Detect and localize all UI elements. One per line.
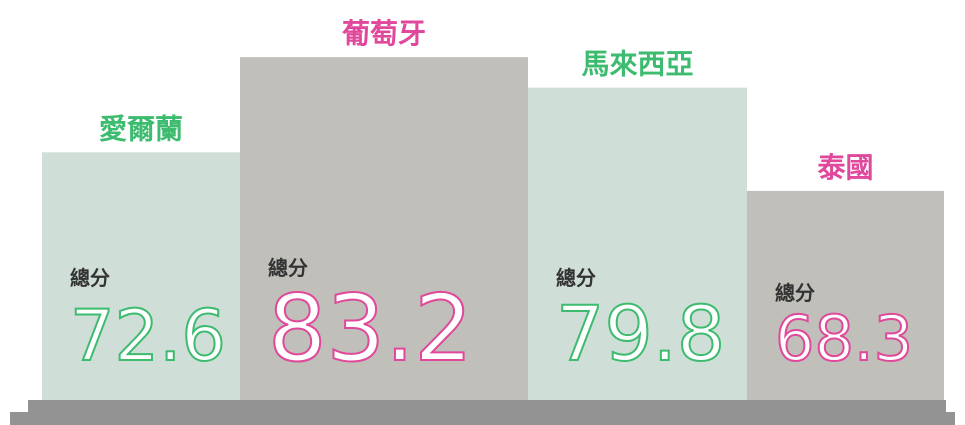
category-label: 愛爾蘭	[99, 112, 183, 145]
category-label: 馬來西亞	[581, 48, 693, 81]
platform-top	[28, 400, 946, 413]
category-label: 泰國	[817, 151, 873, 184]
value-label: 68.3	[775, 302, 913, 375]
category-label: 葡萄牙	[342, 17, 426, 50]
bar	[42, 152, 240, 400]
value-label: 83.2	[268, 275, 473, 382]
platform-base	[10, 412, 955, 425]
value-label: 72.6	[70, 295, 226, 377]
bar	[528, 87, 747, 401]
bar	[240, 57, 528, 400]
bar	[747, 190, 944, 400]
value-prefix: 總分	[70, 266, 110, 290]
value-prefix: 總分	[268, 256, 308, 280]
value-prefix: 總分	[556, 266, 596, 290]
value-label: 79.8	[556, 289, 725, 378]
value-prefix: 總分	[775, 281, 815, 305]
